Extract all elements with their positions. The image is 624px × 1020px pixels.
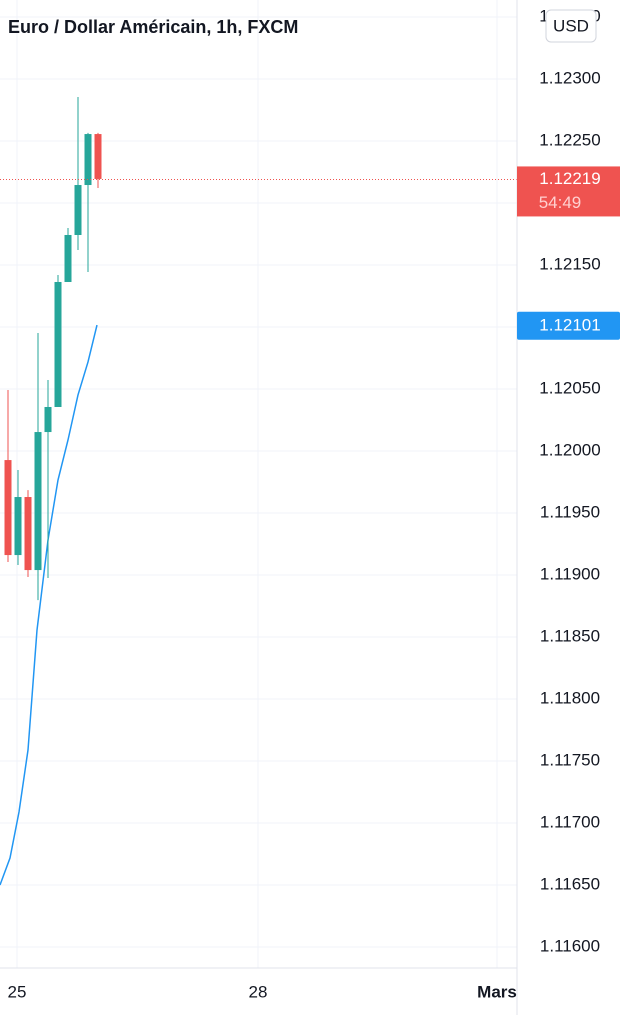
line-value-badge [517, 311, 620, 340]
x-tick-label: Mars [477, 982, 517, 1001]
currency-button[interactable] [545, 9, 597, 43]
currency-label[interactable]: USD [553, 16, 589, 35]
candle-body [74, 185, 82, 235]
last-price-label: 1.12219 [539, 169, 600, 188]
plot [0, 0, 517, 968]
axis: 1.123501.123001.122501.122001.121501.121… [8, 6, 620, 1001]
candle-body [94, 134, 102, 179]
chart-title: Euro / Dollar Américain, 1h, FXCM [8, 17, 298, 37]
y-tick-label: 1.12150 [539, 254, 600, 273]
y-tick-label: 1.11900 [540, 565, 600, 584]
y-tick-label: 1.11650 [540, 875, 600, 894]
y-tick-label: 1.11600 [540, 937, 600, 956]
candle-body [64, 234, 72, 282]
y-tick-label: 1.12000 [539, 440, 600, 459]
candle-body [34, 432, 42, 571]
y-tick-label: 1.11750 [540, 751, 600, 770]
x-tick-label: 25 [8, 982, 27, 1001]
candle-body [84, 134, 92, 186]
last-price-badge [517, 166, 620, 217]
y-tick-label: 1.12300 [539, 68, 600, 87]
candle-body [54, 281, 62, 407]
candle-body [24, 497, 32, 571]
candle-body [14, 497, 22, 556]
y-tick-label: 1.11950 [540, 503, 600, 522]
line-value-label: 1.12101 [539, 315, 600, 334]
candle-body [44, 406, 52, 433]
candle-body [4, 460, 12, 556]
y-tick-label: 1.12050 [539, 378, 600, 397]
y-tick-label: 1.12250 [539, 130, 600, 149]
y-tick-label: 1.11850 [540, 627, 600, 646]
y-tick-label: 1.11700 [540, 813, 600, 832]
countdown-label: 54:49 [539, 193, 582, 212]
x-tick-label: 28 [249, 982, 268, 1001]
y-tick-label: 1.11800 [540, 689, 600, 708]
